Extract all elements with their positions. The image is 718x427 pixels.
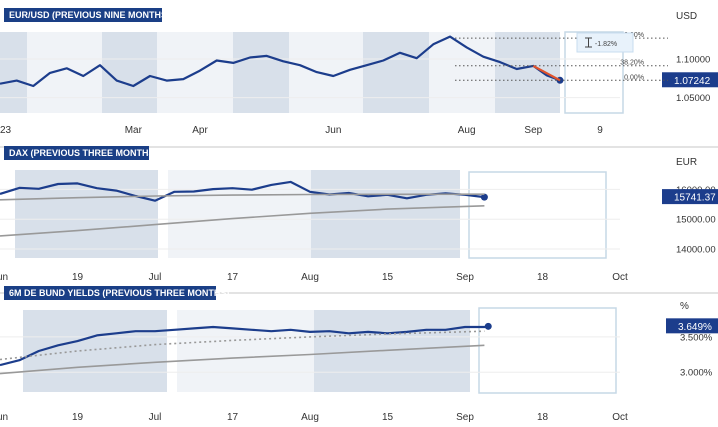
fib-level-label: 0.00% — [624, 32, 644, 39]
forecast-box — [478, 307, 617, 394]
moving-average-line — [0, 205, 485, 237]
x-tick-label: Oct — [612, 412, 628, 423]
x-tick-label: Apr — [192, 125, 208, 136]
last-point — [484, 322, 492, 330]
moving-average-line — [0, 344, 485, 375]
period-band-6 — [289, 32, 363, 113]
chart-panel-3: 3.500% 3.000% 6M DE BUND YIELDS (PREVIOUS … — [0, 286, 718, 423]
x-tick-label: 19 — [72, 272, 84, 283]
price-line — [0, 35, 561, 88]
unit-label: % — [680, 301, 689, 312]
x-tick-label: Jul — [149, 272, 162, 283]
last-value-badge — [666, 318, 718, 334]
period-band-2 — [27, 32, 102, 113]
x-tick-label: 19 — [72, 412, 84, 423]
x-tick-label: Sep — [456, 272, 474, 283]
forecast-box — [564, 31, 624, 114]
chart-title: EUR/USD (PREVIOUS NINE MONTHS) — [9, 10, 170, 20]
last-value-badge — [662, 72, 718, 88]
moving-average-line — [0, 193, 485, 201]
period-band-2 — [177, 310, 314, 392]
last-value-label: 1.07242 — [674, 76, 711, 87]
x-tick-label: Jun — [0, 272, 8, 283]
period-band-1 — [23, 310, 167, 392]
fib-level-label: 0.00% — [624, 74, 644, 81]
last-value-label: 15741.37 — [674, 193, 716, 204]
measure-segment — [532, 64, 561, 82]
unit-label: EUR — [676, 157, 697, 168]
y-tick-label: 1.10000 — [676, 55, 710, 66]
price-line — [0, 180, 485, 202]
measure-icon — [585, 37, 592, 48]
chart-title: 6M DE BUND YIELDS (PREVIOUS THREE MONTHS… — [9, 288, 229, 298]
x-tick-label: Jun — [0, 412, 8, 423]
x-tick-label: Oct — [612, 272, 628, 283]
chart-title: DAX (PREVIOUS THREE MONTHS) — [9, 148, 158, 158]
period-band-3 — [314, 310, 470, 392]
period-band-2 — [168, 170, 311, 258]
x-tick-label: 15 — [382, 412, 394, 423]
chart-title-badge — [4, 8, 162, 22]
x-tick-label: Aug — [301, 272, 319, 283]
x-tick-label: 9 — [597, 125, 603, 136]
unit-label: USD — [676, 11, 697, 22]
period-band-7 — [363, 32, 429, 113]
x-tick-label: 17 — [227, 272, 239, 283]
period-band-5 — [233, 32, 289, 113]
x-tick-label: 15 — [382, 272, 394, 283]
price-line — [0, 325, 489, 367]
forecast-box — [468, 171, 607, 259]
x-tick-label: Sep — [456, 412, 474, 423]
y-tick-label: 3.000% — [680, 368, 713, 379]
x-tick-label: Mar — [125, 125, 143, 136]
x-tick-label: Aug — [301, 412, 319, 423]
chart-title-badge — [4, 146, 149, 160]
last-point — [480, 193, 488, 201]
y-tick-label: 1.05000 — [676, 93, 710, 104]
x-tick-label: Aug — [458, 125, 476, 136]
x-tick-label: 17 — [227, 412, 239, 423]
measure-label: -1.82% — [595, 41, 617, 48]
last-value-badge — [662, 189, 718, 205]
chart-panel-1: 1.10000 1.05000 EUR/USD (PREVIOUS NINE MON… — [0, 8, 718, 148]
period-band-1 — [15, 170, 158, 258]
chart-title-badge — [4, 286, 216, 300]
fib-level-label: 38.20% — [620, 60, 644, 67]
x-tick-label: Sep — [524, 125, 542, 136]
period-band-9 — [495, 32, 560, 113]
y-tick-label: 3.500% — [680, 332, 713, 343]
last-value-label: 3.649% — [678, 322, 712, 333]
x-tick-label: 2023 — [0, 125, 12, 136]
x-tick-label: 18 — [537, 272, 549, 283]
x-tick-label: 18 — [537, 412, 549, 423]
x-tick-label: Jul — [149, 412, 162, 423]
y-tick-label: 15000.00 — [676, 215, 716, 226]
y-tick-label: 14000.00 — [676, 245, 716, 256]
period-band-3 — [311, 170, 460, 258]
period-band-3 — [102, 32, 157, 113]
x-tick-label: Jun — [325, 125, 341, 136]
period-band-1 — [0, 32, 27, 113]
